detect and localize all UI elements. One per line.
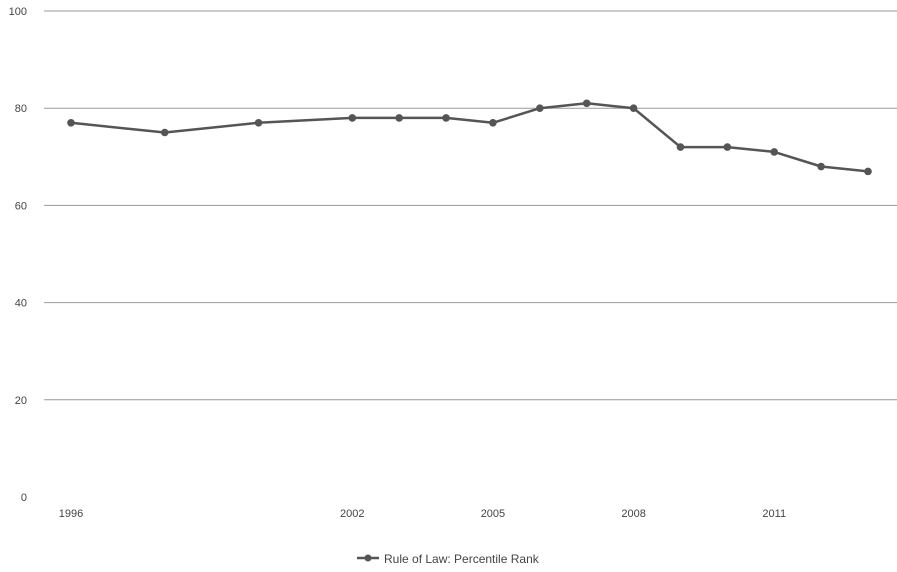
x-tick-label: 1996 [59, 508, 83, 520]
data-point [817, 162, 825, 171]
data-point [629, 104, 638, 112]
series-line [69, 102, 870, 173]
data-point [348, 114, 357, 122]
gridlines [44, 10, 897, 401]
legend: Rule of Law: Percentile Rank [357, 552, 540, 566]
y-tick-label: 0 [21, 492, 27, 504]
x-tick-label: 2008 [621, 508, 645, 520]
legend-label: Rule of Law: Percentile Rank [384, 552, 540, 566]
legend-swatch-dot [364, 554, 372, 562]
data-point [489, 118, 497, 127]
y-tick-label: 60 [15, 200, 27, 212]
y-axis-tick-labels: 0 20 40 60 80 100 [9, 6, 27, 504]
x-tick-label: 2002 [340, 508, 364, 520]
y-tick-label: 40 [15, 298, 27, 310]
data-point [676, 143, 685, 151]
y-tick-label: 100 [9, 6, 27, 18]
y-tick-label: 20 [15, 395, 27, 407]
data-point [442, 114, 450, 122]
data-point [770, 148, 779, 156]
x-axis-tick-labels: 1996 2002 2005 2008 2011 [59, 508, 786, 520]
data-point [536, 104, 544, 112]
x-tick-label: 2005 [481, 508, 505, 520]
data-point [582, 99, 591, 108]
data-point [864, 167, 872, 176]
x-tick-label: 2011 [762, 508, 786, 520]
series-layer [67, 99, 872, 176]
data-point [254, 118, 263, 127]
data-point [723, 143, 732, 151]
data-point [160, 128, 169, 137]
data-point [67, 118, 75, 127]
y-tick-label: 80 [15, 103, 27, 115]
data-point [395, 114, 403, 122]
